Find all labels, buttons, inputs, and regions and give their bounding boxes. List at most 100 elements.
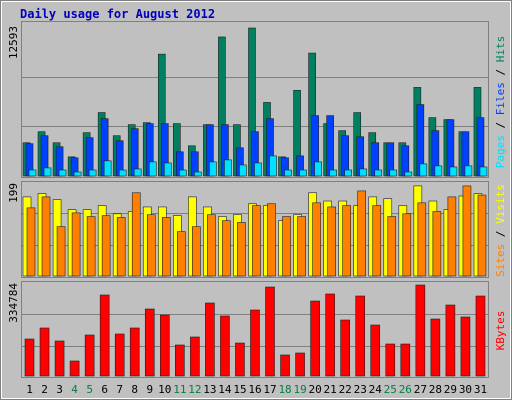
bar [370, 324, 381, 377]
bar [252, 205, 261, 277]
x-tick-label: 20 [309, 383, 322, 396]
bar [39, 327, 50, 377]
bar [374, 169, 383, 177]
bar [387, 216, 397, 277]
bar [295, 352, 305, 377]
legend: KBytes [494, 311, 507, 351]
x-tick-label: 14 [218, 383, 232, 396]
bar [447, 196, 457, 277]
bar [434, 165, 443, 177]
bar [280, 354, 290, 377]
bar [445, 304, 456, 377]
legend-entry: Pages [494, 135, 507, 168]
x-tick-label: 27 [414, 383, 427, 396]
chart-title: Daily usage for August 2012 [20, 7, 215, 21]
bar [389, 169, 398, 177]
x-tick-label: 5 [86, 383, 93, 396]
x-tick-label: 3 [56, 383, 63, 396]
legend-separator: / [494, 115, 507, 135]
bar [237, 222, 246, 277]
x-tick-label: 9 [146, 383, 153, 396]
y-tick-label: 12593 [7, 26, 20, 59]
bar [177, 231, 186, 277]
x-tick-label: 13 [203, 383, 216, 396]
x-tick-label: 28 [429, 383, 442, 396]
y-tick-label: 199 [7, 183, 20, 203]
bar [133, 168, 142, 177]
bar [84, 334, 95, 377]
x-tick-label: 23 [354, 383, 367, 396]
bar [269, 155, 277, 177]
bar [284, 169, 292, 177]
bar [344, 169, 352, 177]
bar [99, 294, 110, 377]
x-tick-label: 15 [233, 383, 246, 396]
x-tick-label: 22 [339, 383, 352, 396]
bar [116, 217, 126, 277]
bar [163, 162, 172, 177]
x-tick-label: 17 [263, 383, 276, 396]
x-tick-label: 4 [71, 383, 78, 396]
x-tick-label: 2 [41, 383, 48, 396]
x-tick-label: 25 [384, 383, 397, 396]
x-tick-label: 26 [399, 383, 412, 396]
x-tick-label: 19 [293, 383, 306, 396]
bar [194, 171, 202, 177]
bar [86, 216, 96, 277]
legend-separator: / [494, 224, 507, 244]
bar [131, 192, 141, 277]
bar [464, 165, 473, 177]
bar [460, 316, 471, 377]
bar [129, 327, 140, 377]
x-tick-label: 16 [248, 383, 261, 396]
x-tick-label: 21 [324, 383, 337, 396]
legend-entry: Sites [494, 244, 507, 277]
bar [475, 295, 486, 377]
bar [69, 360, 80, 377]
x-tick-label: 10 [158, 383, 171, 396]
bar [325, 293, 335, 377]
bar [179, 169, 187, 177]
bar [477, 194, 487, 277]
bar [73, 171, 82, 177]
bar [54, 340, 65, 377]
bar [449, 166, 458, 177]
x-tick-label: 30 [459, 383, 472, 396]
x-tick-label: 12 [188, 383, 201, 396]
y-tick-label: 334784 [7, 283, 20, 323]
bar [404, 171, 413, 177]
bar [58, 169, 67, 177]
bar [297, 216, 306, 277]
legend: Sites / Visits [494, 184, 507, 277]
bar [342, 205, 351, 277]
bar [340, 319, 350, 377]
x-tick-label: 6 [101, 383, 108, 396]
bar [114, 333, 125, 377]
bar [254, 162, 262, 177]
bar [56, 226, 66, 277]
bar [400, 343, 411, 377]
bar [357, 190, 367, 277]
bar [430, 318, 441, 377]
bar [26, 207, 36, 277]
x-tick-label: 24 [369, 383, 383, 396]
bar [326, 115, 334, 177]
bar [419, 163, 428, 177]
bar [372, 205, 382, 277]
bar [159, 314, 170, 377]
bar [417, 202, 427, 277]
bar [101, 215, 111, 277]
bar [71, 212, 81, 277]
x-tick-label: 1 [26, 383, 33, 396]
legend: Pages / Files / Hits [494, 36, 507, 169]
bar [43, 167, 52, 177]
legend-entry: Visits [494, 184, 507, 224]
x-tick-label: 29 [444, 383, 457, 396]
x-tick-label: 8 [131, 383, 138, 396]
bar [235, 342, 245, 377]
bar [267, 203, 276, 277]
bar [402, 213, 412, 277]
bar [118, 169, 127, 177]
